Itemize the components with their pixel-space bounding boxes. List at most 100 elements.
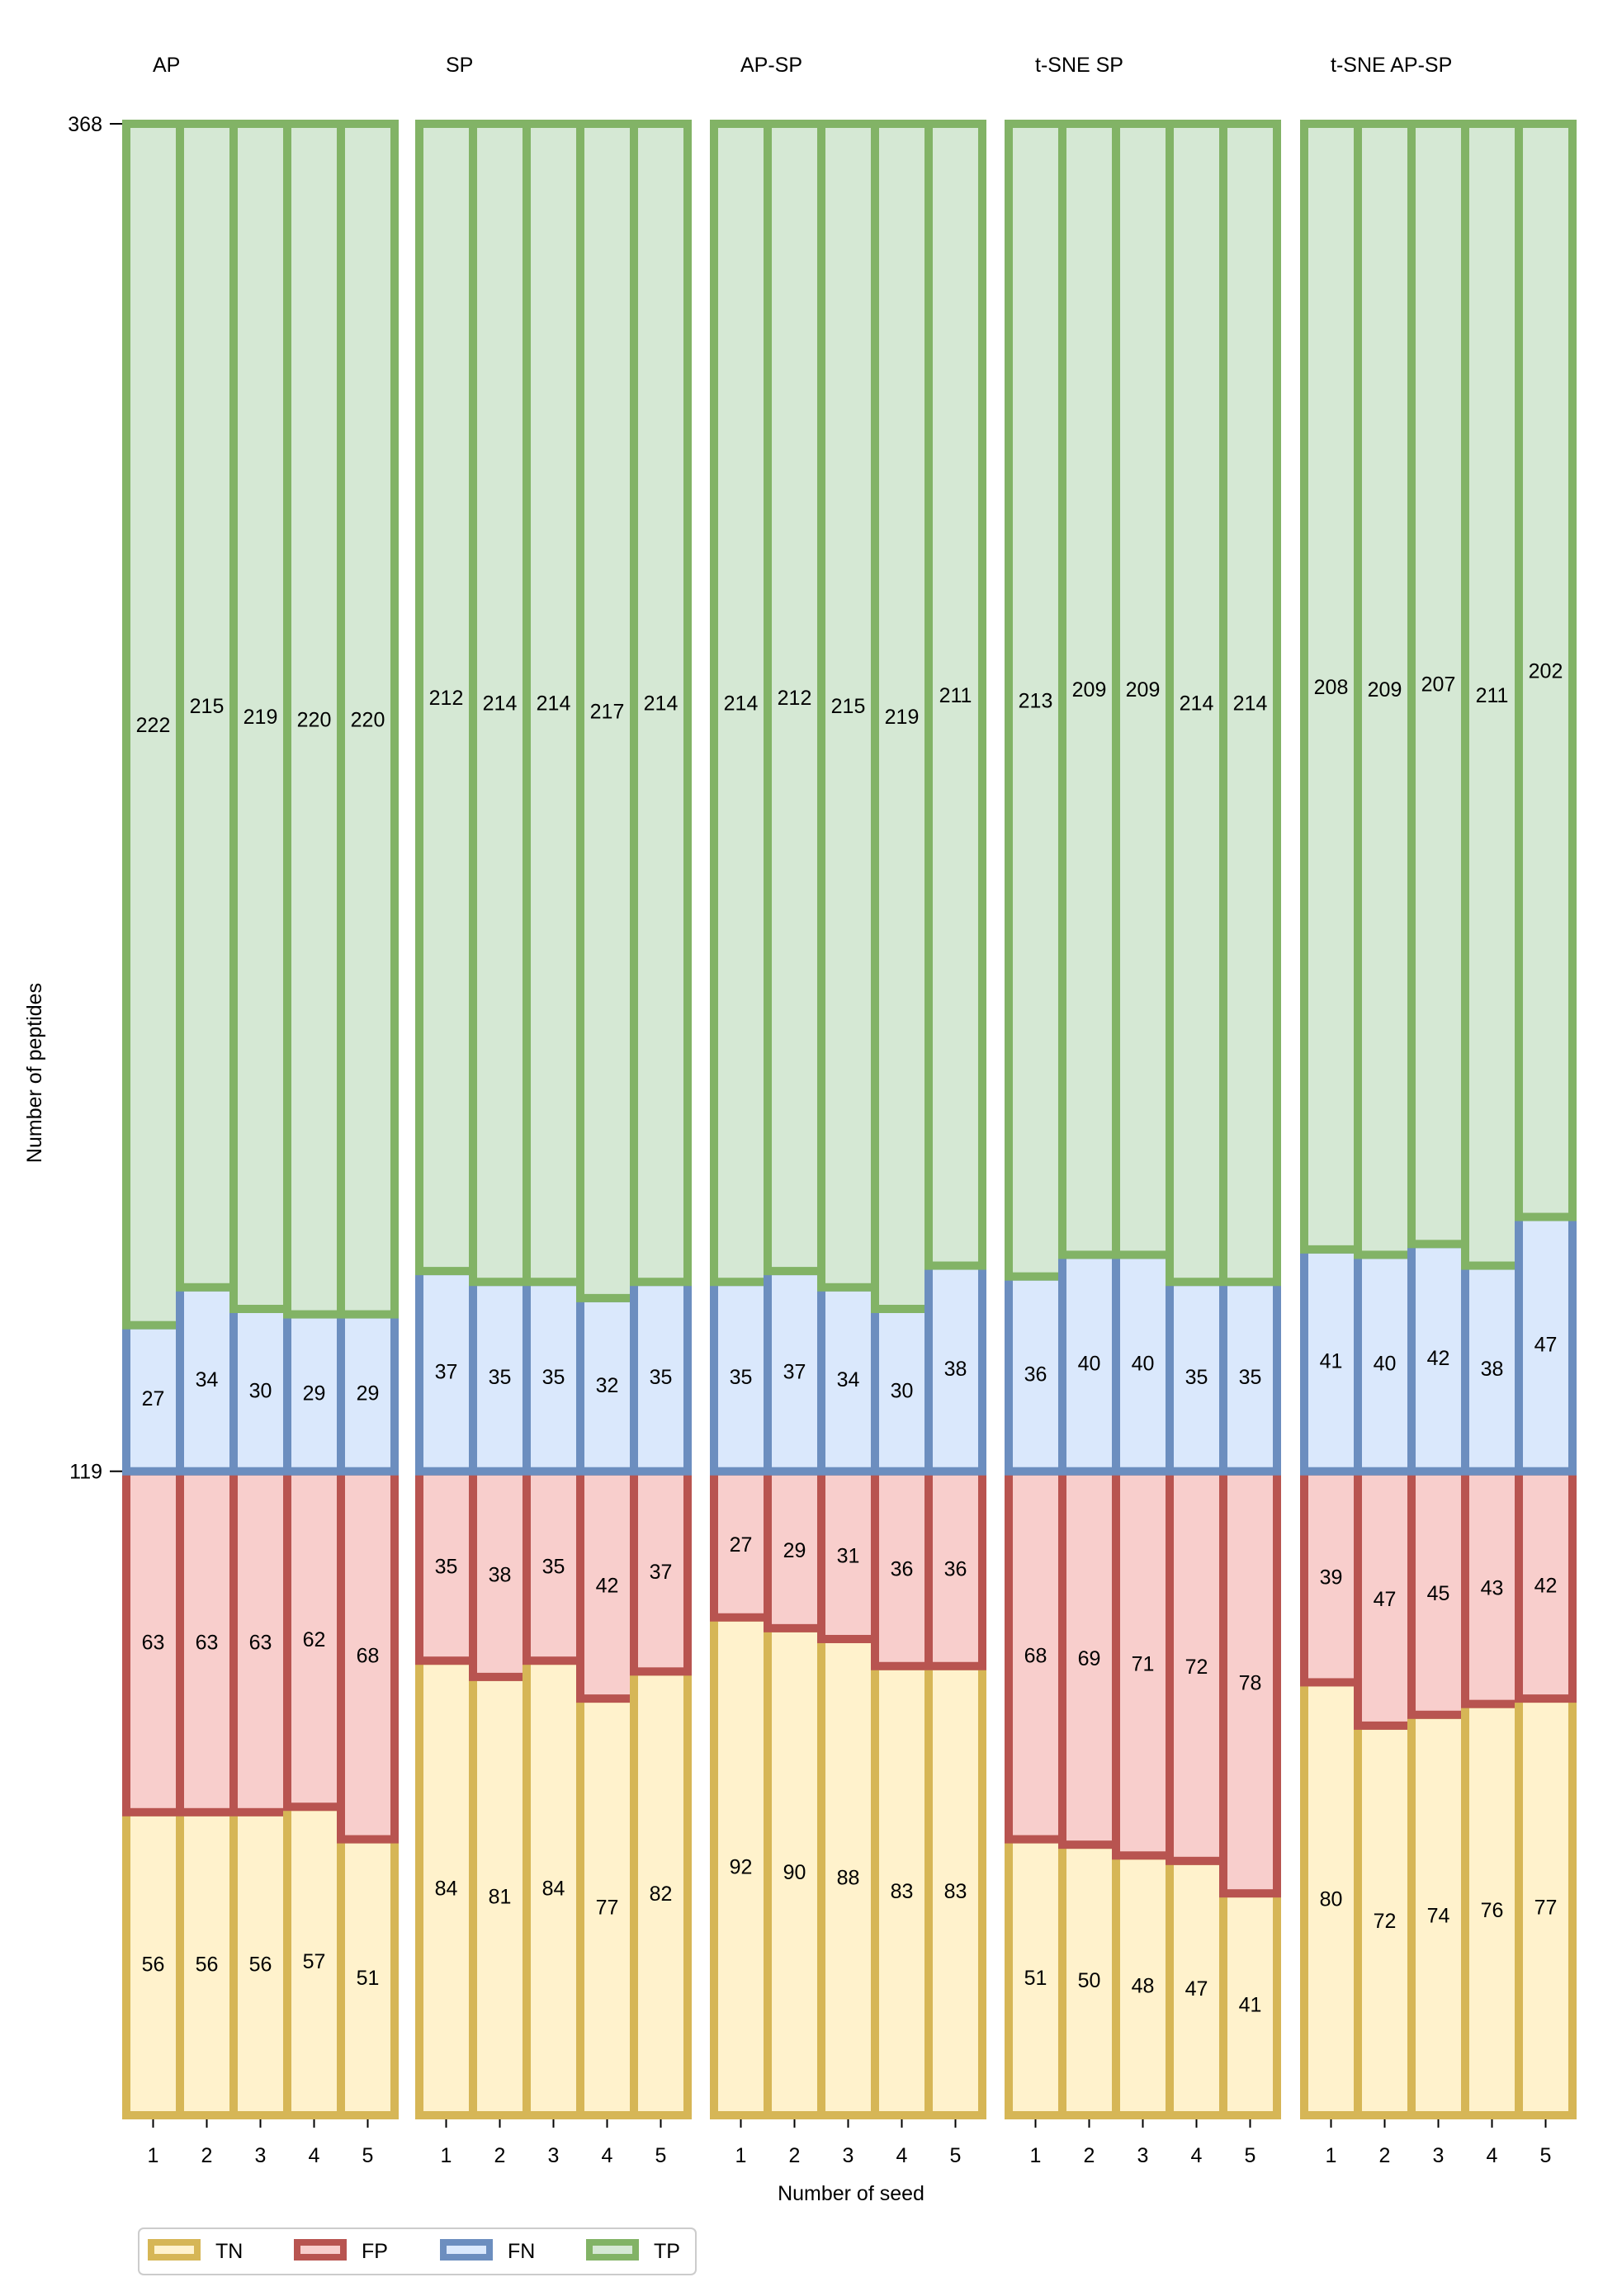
data-label-tn: 77 <box>1534 1897 1558 1920</box>
data-label-fn: 40 <box>1374 1353 1397 1376</box>
bar-segment-tp <box>1058 120 1120 1259</box>
bar-segment-tp <box>283 120 345 1319</box>
data-label-tn: 82 <box>650 1883 673 1906</box>
data-label-tp: 214 <box>724 692 759 716</box>
bar-segment-tp <box>871 120 933 1313</box>
data-label-tp: 214 <box>537 692 571 716</box>
x-tick-label: 4 <box>896 2144 908 2167</box>
bar-segment-fp <box>415 1467 477 1665</box>
x-tick-label: 2 <box>1084 2144 1095 2167</box>
data-label-fn: 37 <box>435 1360 458 1383</box>
panel-0: AP 56 63 27 222 1 56 63 34 215 2 56 63 30 219 3 57 62 29 22… <box>122 54 399 2167</box>
bar-segment-tn <box>229 1807 291 2120</box>
data-label-fn: 29 <box>303 1382 326 1405</box>
data-label-tn: 50 <box>1078 1969 1101 1992</box>
legend-label-tp: TP <box>654 2240 680 2263</box>
x-tick-label: 3 <box>548 2144 560 2167</box>
data-label-tp: 214 <box>483 692 518 716</box>
x-tick-label: 1 <box>441 2144 452 2167</box>
bar-segment-fn <box>1112 1250 1174 1476</box>
data-label-fn: 30 <box>249 1379 272 1402</box>
x-tick-label: 5 <box>655 2144 667 2167</box>
data-label-tp: 214 <box>644 692 679 716</box>
data-label-tn: 56 <box>249 1953 272 1976</box>
data-label-tn: 83 <box>891 1880 914 1903</box>
data-label-tp: 213 <box>1019 689 1053 712</box>
data-label-tn: 83 <box>944 1880 967 1903</box>
data-label-tn: 51 <box>1024 1967 1047 1990</box>
data-label-fp: 36 <box>944 1558 967 1581</box>
data-label-fn: 34 <box>196 1368 219 1391</box>
legend-swatch-tn <box>148 2239 201 2261</box>
data-label-tn: 57 <box>303 1950 326 1973</box>
data-label-fp: 68 <box>357 1645 380 1668</box>
x-tick-label: 3 <box>255 2144 267 2167</box>
data-label-fp: 63 <box>196 1631 219 1654</box>
bar-segment-tn <box>1515 1694 1577 2119</box>
x-tick-label: 1 <box>1030 2144 1042 2167</box>
data-label-fn: 35 <box>1185 1366 1208 1389</box>
bar-segment-tn <box>1219 1889 1281 2120</box>
data-label-tn: 56 <box>196 1953 219 1976</box>
data-label-tp: 209 <box>1368 678 1402 702</box>
bar-segment-fp <box>337 1467 399 1844</box>
data-label-fp: 35 <box>542 1555 565 1578</box>
data-label-fp: 47 <box>1374 1588 1397 1611</box>
x-tick-label: 4 <box>1191 2144 1203 2167</box>
data-label-tn: 81 <box>489 1885 512 1908</box>
data-label-fn: 36 <box>1024 1363 1047 1387</box>
data-label-fn: 37 <box>783 1360 806 1383</box>
data-label-tp: 214 <box>1180 692 1214 716</box>
panel-title: AP <box>153 54 180 77</box>
x-tick-label: 2 <box>494 2144 506 2167</box>
panel-1: SP 84 35 37 212 1 81 38 35 214 2 84 35 35 214 3 77 42 32 21… <box>415 54 692 2167</box>
data-label-fn: 32 <box>596 1374 619 1397</box>
data-label-tn: 72 <box>1374 1910 1397 1933</box>
data-label-tp: 214 <box>1233 692 1268 716</box>
data-label-tp: 215 <box>190 695 225 718</box>
data-label-tp: 212 <box>778 687 812 710</box>
x-tick-label: 4 <box>1487 2144 1498 2167</box>
data-label-fp: 78 <box>1239 1671 1262 1694</box>
bar-segment-fn <box>229 1304 291 1476</box>
bar-segment-tp <box>1219 120 1281 1287</box>
legend-swatch-tp <box>586 2239 639 2261</box>
bar-segment-fn <box>337 1310 399 1476</box>
data-label-tn: 48 <box>1132 1975 1155 1998</box>
data-label-tn: 76 <box>1481 1899 1504 1922</box>
data-label-tn: 92 <box>730 1855 753 1878</box>
data-label-fp: 38 <box>489 1563 512 1586</box>
x-tick-label: 3 <box>1137 2144 1149 2167</box>
data-label-tp: 215 <box>831 695 866 718</box>
data-label-tn: 88 <box>837 1866 860 1889</box>
data-label-fn: 42 <box>1427 1347 1450 1370</box>
x-axis-label: Number of seed <box>778 2182 924 2205</box>
data-label-fp: 43 <box>1481 1577 1504 1600</box>
x-tick-label: 2 <box>1379 2144 1391 2167</box>
data-label-fp: 71 <box>1132 1652 1155 1675</box>
data-label-tp: 208 <box>1314 676 1349 699</box>
data-label-fn: 34 <box>837 1368 860 1391</box>
data-label-fn: 27 <box>142 1387 165 1410</box>
data-label-fp: 27 <box>730 1533 753 1557</box>
data-label-fp: 42 <box>596 1574 619 1597</box>
data-label-fn: 40 <box>1078 1353 1101 1376</box>
data-label-tn: 80 <box>1320 1888 1343 1911</box>
bar-segment-fp <box>1219 1467 1281 1898</box>
bar-segment-tn <box>710 1613 772 2119</box>
data-label-fp: 62 <box>303 1628 326 1651</box>
data-label-fp: 45 <box>1427 1582 1450 1605</box>
x-tick-label: 1 <box>148 2144 159 2167</box>
x-tick-label: 1 <box>735 2144 747 2167</box>
data-label-fn: 47 <box>1534 1334 1558 1357</box>
data-label-fn: 35 <box>650 1366 673 1389</box>
bar-segment-fp <box>469 1467 531 1681</box>
data-label-fp: 68 <box>1024 1645 1047 1668</box>
data-label-tp: 219 <box>885 706 920 729</box>
data-label-fp: 35 <box>435 1555 458 1578</box>
panel-4: t-SNE AP-SP80394120817247402092744542207… <box>1300 54 1577 2167</box>
x-tick-label: 3 <box>843 2144 854 2167</box>
data-label-tp: 220 <box>351 708 385 731</box>
bar-segment-tp <box>710 120 772 1287</box>
